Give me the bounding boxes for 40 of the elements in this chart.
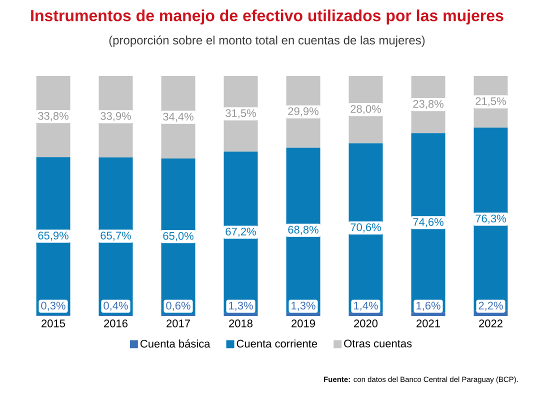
- data-label: 74,6%: [413, 218, 444, 228]
- x-tick-label: 2015: [42, 320, 66, 328]
- chart-title: Instrumentos de manejo de efectivo utilizados por las mujeres: [31, 10, 504, 24]
- data-label: 2,2%: [478, 302, 503, 311]
- data-label: 23,8%: [413, 100, 444, 110]
- data-label: 76,3%: [476, 214, 506, 224]
- data-label: 65,9%: [38, 232, 68, 241]
- bar: [286, 312, 320, 316]
- data-label: 70,6%: [350, 223, 381, 232]
- legend-label: Cuenta básica: [140, 339, 210, 348]
- data-label: 0,3%: [41, 302, 66, 311]
- data-label: 31,5%: [226, 109, 256, 118]
- data-label: 1,3%: [292, 302, 316, 311]
- data-label: 33,8%: [38, 112, 68, 122]
- chart-subtitle: (proporción sobre el monto total en cuentas de las mujeres): [109, 36, 425, 47]
- x-tick-label: 2018: [229, 320, 252, 328]
- data-label: 1,3%: [229, 302, 253, 311]
- bar: [348, 143, 383, 313]
- data-label: 68,8%: [288, 226, 318, 235]
- data-label: 33,9%: [100, 112, 131, 122]
- data-label: 29,9%: [288, 107, 318, 116]
- x-tick-label: 2020: [354, 320, 378, 328]
- x-tick-label: 2022: [479, 320, 502, 328]
- data-label: 34,4%: [163, 112, 194, 122]
- x-tick-label: 2021: [416, 320, 440, 328]
- data-label: 28,0%: [350, 105, 381, 114]
- data-label: 21,5%: [476, 97, 506, 106]
- data-label: 1,6%: [416, 302, 440, 311]
- data-label: 65,7%: [100, 232, 131, 241]
- legend-label: Cuenta corriente: [236, 339, 318, 348]
- x-tick-label: 2019: [292, 320, 315, 328]
- data-label: 1,4%: [354, 302, 378, 311]
- data-label: 0,6%: [166, 302, 190, 311]
- x-tick-label: 2016: [104, 320, 128, 328]
- bar: [224, 312, 258, 316]
- legend-label: Otras cuentas: [344, 340, 412, 348]
- data-label: 65,0%: [163, 232, 194, 242]
- data-label: 0,4%: [104, 302, 128, 311]
- data-label: 67,2%: [226, 228, 256, 237]
- x-tick-label: 2017: [166, 320, 190, 328]
